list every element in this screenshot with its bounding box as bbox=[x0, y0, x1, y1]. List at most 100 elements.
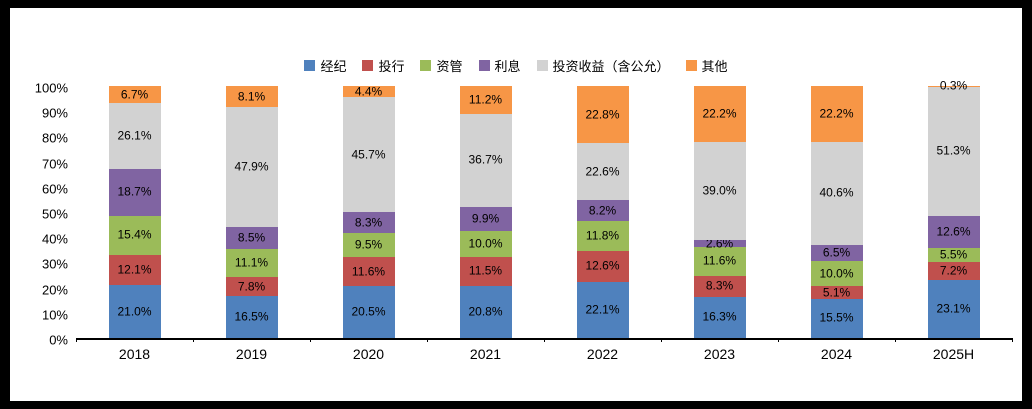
y-tick-label: 70% bbox=[41, 156, 68, 172]
segment-data-label: 20.5% bbox=[351, 304, 386, 319]
segment-data-label: 12.1% bbox=[117, 262, 152, 277]
bar-segment: 7.8% bbox=[225, 276, 278, 297]
x-axis-tick bbox=[895, 338, 896, 342]
segment-data-label: 40.6% bbox=[819, 185, 854, 200]
x-axis-tick bbox=[76, 338, 77, 342]
bar-segment: 6.5% bbox=[810, 244, 863, 261]
segment-data-label: 22.6% bbox=[585, 164, 620, 179]
bar-segment: 11.6% bbox=[342, 257, 395, 287]
stacked-bar-2019: 16.5% 7.8% 11.1% 8.5% 47.9% 8.1% bbox=[225, 86, 278, 338]
segment-data-label: 51.3% bbox=[936, 143, 971, 158]
segment-data-label: 11.6% bbox=[351, 264, 386, 279]
segment-data-label: 26.1% bbox=[117, 128, 152, 143]
segment-data-label: 22.2% bbox=[819, 106, 854, 121]
bar-segment: 2.6% bbox=[693, 237, 746, 250]
segment-data-label: 8.1% bbox=[237, 89, 266, 103]
bar-segment: 22.6% bbox=[576, 143, 629, 201]
legend-swatch-icon bbox=[304, 60, 316, 71]
legend-label: 资管 bbox=[436, 59, 463, 74]
bar-segment: 8.1% bbox=[225, 86, 278, 107]
stacked-bar-2023: 16.3% 8.3% 11.6% 2.6% 39.0% 22.2% bbox=[693, 86, 746, 338]
segment-data-label: 11.5% bbox=[468, 263, 503, 278]
legend-label: 投行 bbox=[378, 59, 405, 74]
segment-data-label: 18.7% bbox=[117, 184, 152, 199]
bar-segment: 36.7% bbox=[459, 114, 512, 207]
bar-segment: 8.3% bbox=[693, 276, 746, 297]
segment-data-label: 9.5% bbox=[354, 237, 383, 252]
segment-data-label: 10.0% bbox=[468, 236, 503, 251]
segment-data-label: 45.7% bbox=[351, 147, 386, 162]
y-tick-label: 40% bbox=[41, 231, 68, 247]
bar-segment: 10.0% bbox=[459, 231, 512, 257]
segment-data-label: 7.8% bbox=[237, 279, 266, 294]
x-axis-tick bbox=[544, 338, 545, 342]
bar-segment: 9.5% bbox=[342, 233, 395, 258]
bar-segment: 12.1% bbox=[108, 254, 161, 286]
bar-segment: 11.5% bbox=[459, 256, 512, 286]
stacked-bar-2022: 22.1% 12.6% 11.8% 8.2% 22.6% 22.8% bbox=[576, 85, 629, 338]
bar-segment: 18.7% bbox=[108, 168, 161, 216]
bar-segment: 7.2% bbox=[927, 261, 980, 280]
y-tick-label: 30% bbox=[41, 256, 68, 272]
bar-segment: 15.5% bbox=[810, 298, 863, 338]
x-axis-tick bbox=[427, 338, 428, 342]
legend-item-4: 投资收益（含公允） bbox=[536, 56, 670, 75]
segment-data-label: 11.2% bbox=[468, 92, 503, 107]
x-axis-tick bbox=[661, 338, 662, 342]
segment-data-label: 6.7% bbox=[120, 87, 149, 101]
segment-data-label: 12.6% bbox=[936, 224, 971, 239]
x-axis-tick bbox=[1012, 338, 1013, 342]
bar-segment: 22.2% bbox=[810, 86, 863, 143]
y-tick-label: 50% bbox=[41, 206, 68, 222]
stacked-bar-2021: 20.8% 11.5% 10.0% 9.9% 36.7% 11.2% bbox=[459, 85, 512, 338]
bar-segment: 8.2% bbox=[576, 200, 629, 221]
y-tick-label: 90% bbox=[41, 105, 68, 121]
stacked-bar-2024: 15.5% 5.1% 10.0% 6.5% 40.6% 22.2% bbox=[810, 86, 863, 338]
legend-item-0: 经纪 bbox=[304, 56, 346, 75]
legend-label: 经纪 bbox=[320, 59, 347, 74]
segment-data-label: 5.1% bbox=[822, 285, 851, 300]
x-axis-tick bbox=[310, 338, 311, 342]
bar-segment: 22.1% bbox=[576, 282, 629, 338]
segment-data-label: 10.0% bbox=[819, 266, 854, 281]
bar-segment: 11.1% bbox=[225, 248, 278, 277]
segment-data-label: 22.2% bbox=[702, 106, 737, 121]
bar-segment: 10.0% bbox=[810, 260, 863, 287]
chart-legend: 经纪 投行 资管 利息 投资收益（含公允） 其他 bbox=[10, 56, 1022, 75]
legend-swatch-icon bbox=[536, 60, 548, 71]
plot-area: 21.0% 12.1% 15.4% 18.7% 26.1% 6.7% 16.5% 7.8% 11… bbox=[76, 79, 1013, 342]
segment-data-label: 36.7% bbox=[468, 152, 503, 167]
bar-segment: 0.3% bbox=[927, 79, 980, 92]
bar-segment: 11.2% bbox=[459, 85, 512, 115]
legend-swatch-icon bbox=[362, 60, 374, 71]
stacked-bar-2020: 20.5% 11.6% 9.5% 8.3% 45.7% 4.4% bbox=[342, 85, 395, 338]
bar-segment: 47.9% bbox=[225, 106, 278, 228]
y-tick-label: 0% bbox=[49, 332, 68, 348]
y-tick-label: 100% bbox=[34, 80, 68, 96]
legend-label: 利息 bbox=[494, 59, 521, 74]
x-tick-label: 2025H bbox=[932, 346, 975, 362]
stacked-bar-2018: 21.0% 12.1% 15.4% 18.7% 26.1% 6.7% bbox=[108, 86, 161, 338]
legend-label: 其他 bbox=[701, 59, 728, 74]
bar-segment: 5.1% bbox=[810, 286, 863, 299]
segment-data-label: 8.5% bbox=[237, 230, 266, 245]
segment-data-label: 21.0% bbox=[117, 304, 152, 319]
segment-data-label: 16.3% bbox=[702, 309, 737, 324]
bar-segment: 8.3% bbox=[342, 212, 395, 234]
bar-segment: 20.8% bbox=[459, 285, 512, 338]
segment-data-label: 11.8% bbox=[585, 228, 620, 243]
segment-data-label: 6.5% bbox=[822, 245, 851, 260]
x-tick-label: 2023 bbox=[703, 346, 736, 362]
segment-data-label: 15.5% bbox=[819, 310, 854, 325]
bar-segment: 11.8% bbox=[576, 220, 629, 251]
bar-segment: 45.7% bbox=[342, 97, 395, 213]
x-axis-tick bbox=[778, 338, 779, 342]
segment-data-label: 15.4% bbox=[117, 227, 152, 242]
segment-data-label: 22.8% bbox=[585, 107, 620, 121]
x-tick-label: 2019 bbox=[235, 346, 268, 362]
x-tick-label: 2024 bbox=[820, 346, 853, 362]
y-tick-label: 60% bbox=[41, 181, 68, 197]
segment-data-label: 39.0% bbox=[702, 183, 737, 198]
segment-data-label: 47.9% bbox=[234, 159, 269, 174]
bar-segment: 16.5% bbox=[225, 296, 278, 338]
